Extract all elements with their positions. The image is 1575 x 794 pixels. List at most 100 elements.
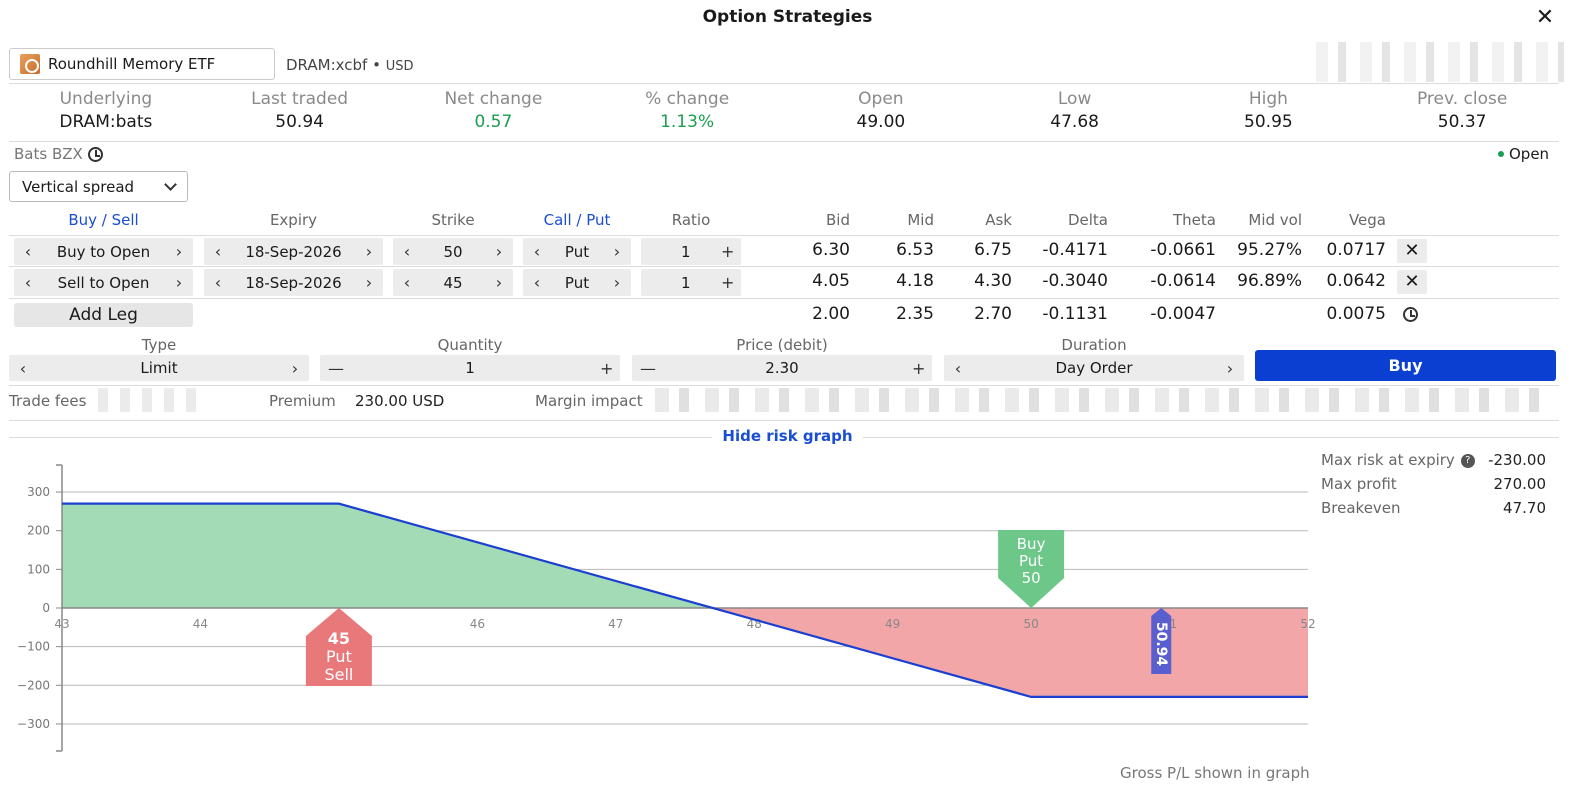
risk-stat-value: 47.70 xyxy=(1503,499,1546,517)
leg-type: Put xyxy=(564,242,590,261)
total-vega: 0.0075 xyxy=(1326,304,1386,324)
y-tick-label: −300 xyxy=(17,717,50,731)
leg-strike-stepper[interactable]: ‹ 45 › xyxy=(393,269,513,296)
chevron-left-icon[interactable]: ‹ xyxy=(403,273,411,292)
plus-icon[interactable]: + xyxy=(912,358,926,378)
y-tick-label: 200 xyxy=(27,524,50,538)
help-icon[interactable]: ? xyxy=(1460,453,1475,468)
leg-type: Put xyxy=(564,273,590,292)
order-type-stepper[interactable]: ‹ Limit › xyxy=(9,355,309,381)
price-value[interactable]: 2.30 xyxy=(765,359,799,377)
quote-bar: Underlying DRAM:bats Last traded 50.94 Net c… xyxy=(9,89,1559,132)
total-bid: 2.00 xyxy=(812,304,850,324)
chevron-right-icon[interactable]: › xyxy=(365,242,373,261)
quote-item: High 50.95 xyxy=(1172,89,1366,132)
leg-strike: 50 xyxy=(443,242,463,261)
minus-icon[interactable]: — xyxy=(640,358,656,378)
chevron-right-icon[interactable]: › xyxy=(291,358,299,378)
leg-ratio-stepper[interactable]: 1 + xyxy=(641,269,741,296)
plus-icon[interactable]: + xyxy=(721,273,735,292)
chevron-right-icon[interactable]: › xyxy=(613,242,621,261)
quantity-stepper[interactable]: — 1 + xyxy=(320,355,620,381)
leg-action: Sell to Open xyxy=(57,273,150,292)
duration-value: Day Order xyxy=(1055,359,1133,377)
total-delta: -0.1131 xyxy=(1042,304,1108,324)
chevron-right-icon[interactable]: › xyxy=(1226,358,1234,378)
chevron-left-icon[interactable]: ‹ xyxy=(533,242,541,261)
leg-ratio[interactable]: 1 xyxy=(681,242,691,261)
plus-icon[interactable]: + xyxy=(721,242,735,261)
leg-action-stepper[interactable]: ‹ Sell to Open › xyxy=(14,269,193,296)
marker-label: 50 xyxy=(1022,569,1041,587)
quote-label: % change xyxy=(645,89,730,109)
symbol-code: DRAM:xcbf • USD xyxy=(286,56,414,74)
clock-icon[interactable] xyxy=(1403,307,1418,326)
leg-type-stepper[interactable]: ‹ Put › xyxy=(523,238,631,265)
col-call-put[interactable]: Call / Put xyxy=(543,211,611,229)
chevron-left-icon[interactable]: ‹ xyxy=(214,242,222,261)
marker-label: Buy xyxy=(1017,535,1046,553)
leg-strike-stepper[interactable]: ‹ 50 › xyxy=(393,238,513,265)
hide-risk-graph-text[interactable]: Hide risk graph xyxy=(712,427,863,445)
x-tick-label: 47 xyxy=(608,617,623,631)
leg-vega: 0.0642 xyxy=(1326,271,1386,291)
chevron-right-icon[interactable]: › xyxy=(495,242,503,261)
close-icon[interactable]: ✕ xyxy=(1535,5,1555,30)
order-type-label: Type xyxy=(141,336,177,354)
divider xyxy=(9,298,1559,299)
add-leg-button[interactable]: Add Leg xyxy=(14,303,193,327)
quote-item: Last traded 50.94 xyxy=(203,89,397,132)
col-theta: Theta xyxy=(1173,211,1216,229)
risk-stat-label-text: Max profit xyxy=(1321,475,1397,493)
symbol-selector[interactable]: Roundhill Memory ETF xyxy=(9,48,275,80)
x-tick-label: 43 xyxy=(54,617,69,631)
quote-value: DRAM:bats xyxy=(59,112,153,132)
col-mid-vol: Mid vol xyxy=(1248,211,1302,229)
symbol-code-text: DRAM:xcbf xyxy=(286,56,368,74)
chevron-left-icon[interactable]: ‹ xyxy=(533,273,541,292)
chevron-left-icon[interactable]: ‹ xyxy=(954,358,962,378)
chevron-right-icon[interactable]: › xyxy=(613,273,621,292)
remove-leg-icon[interactable]: ✕ xyxy=(1397,239,1427,263)
leg-type-stepper[interactable]: ‹ Put › xyxy=(523,269,631,296)
chevron-left-icon[interactable]: ‹ xyxy=(214,273,222,292)
chevron-right-icon[interactable]: › xyxy=(365,273,373,292)
symbol-name: Roundhill Memory ETF xyxy=(48,55,216,73)
plus-icon[interactable]: + xyxy=(599,358,614,378)
leg-theta: -0.0614 xyxy=(1150,271,1216,291)
quote-value: 49.00 xyxy=(856,112,906,132)
chevron-left-icon[interactable]: ‹ xyxy=(403,242,411,261)
chevron-right-icon[interactable]: › xyxy=(495,273,503,292)
leg-ratio-stepper[interactable]: 1 + xyxy=(641,238,741,265)
remove-leg-icon[interactable]: ✕ xyxy=(1397,270,1427,294)
x-tick-label: 44 xyxy=(193,617,208,631)
chevron-left-icon[interactable]: ‹ xyxy=(24,242,32,261)
buy-button[interactable]: Buy xyxy=(1255,350,1556,381)
duration-stepper[interactable]: ‹ Day Order › xyxy=(944,355,1244,381)
strategy-select[interactable]: Vertical spread xyxy=(9,171,188,202)
leg-ratio[interactable]: 1 xyxy=(681,273,691,292)
price-stepper[interactable]: — 2.30 + xyxy=(632,355,932,381)
leg-expiry-stepper[interactable]: ‹ 18-Sep-2026 › xyxy=(204,238,383,265)
col-delta: Delta xyxy=(1067,211,1108,229)
chevron-right-icon[interactable]: › xyxy=(175,273,183,292)
hide-risk-graph-link[interactable]: Hide risk graph xyxy=(0,427,1575,445)
chevron-left-icon[interactable]: ‹ xyxy=(24,273,32,292)
y-tick-label: 0 xyxy=(42,601,50,615)
leg-action-stepper[interactable]: ‹ Buy to Open › xyxy=(14,238,193,265)
leg-expiry-stepper[interactable]: ‹ 18-Sep-2026 › xyxy=(204,269,383,296)
total-theta: -0.0047 xyxy=(1150,304,1216,324)
trade-fees-label: Trade fees xyxy=(9,392,87,410)
chevron-left-icon[interactable]: ‹ xyxy=(19,358,27,378)
quote-item: Open 49.00 xyxy=(784,89,978,132)
chevron-right-icon[interactable]: › xyxy=(175,242,183,261)
col-buy-sell[interactable]: Buy / Sell xyxy=(68,211,139,229)
quote-label: Net change xyxy=(444,89,543,109)
premium-value: 230.00 USD xyxy=(355,392,445,410)
minus-icon[interactable]: — xyxy=(328,358,344,378)
quantity-value[interactable]: 1 xyxy=(465,359,475,377)
y-tick-label: −200 xyxy=(17,678,50,692)
leg-delta: -0.3040 xyxy=(1042,271,1108,291)
marker-label: Put xyxy=(1019,552,1043,570)
redacted-area xyxy=(98,388,208,412)
